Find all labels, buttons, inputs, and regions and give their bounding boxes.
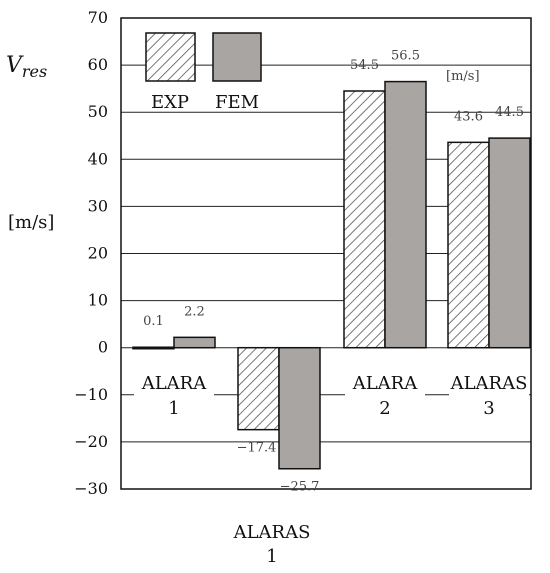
legend-label-exp: EXP <box>151 92 189 113</box>
data-label: 54.5 <box>350 58 379 73</box>
data-label: 44.5 <box>495 105 524 120</box>
data-label: 43.6 <box>454 109 483 124</box>
y-axis-unit: [m/s] <box>8 212 54 233</box>
bar-fem-3 <box>384 80 427 349</box>
bar-exp-4 <box>447 141 490 349</box>
category-label-line1: ALARAS <box>450 373 528 394</box>
y-tick-label: −20 <box>74 432 108 451</box>
data-label: −25.7 <box>280 480 320 495</box>
plot-border <box>120 17 532 490</box>
y-tick-label: 0 <box>98 338 108 357</box>
data-labels: 0.1 −17.4 54.5 43.6 2.2 −25.7 56.5 44.5 <box>143 49 524 495</box>
category-label-bg <box>345 370 425 420</box>
y-tick-label: 30 <box>88 196 108 215</box>
data-label: 2.2 <box>184 304 205 319</box>
bar-fem-1 <box>173 336 216 349</box>
y-tick-label: −30 <box>74 479 108 498</box>
bar-fem-2 <box>278 346 321 470</box>
data-label: 56.5 <box>391 49 420 64</box>
category-label-line2: 1 <box>266 546 277 567</box>
category-label-bg <box>449 370 529 420</box>
data-label: −17.4 <box>237 441 277 456</box>
bars <box>132 80 531 470</box>
legend-label-fem: FEM <box>215 92 259 113</box>
legend-swatch-exp <box>145 32 196 82</box>
bar-fem-4 <box>488 137 531 349</box>
unit-annotation: [m/s] <box>446 69 480 84</box>
y-tick-label: 20 <box>88 244 108 263</box>
y-tick-label: 10 <box>88 291 108 310</box>
legend: EXP FEM <box>145 32 262 113</box>
y-tick-label: 60 <box>88 55 108 74</box>
bar-exp-1 <box>132 346 175 350</box>
legend-swatch-fem <box>212 32 262 82</box>
category-label-line2: 2 <box>379 398 390 419</box>
plot-frame <box>120 17 532 490</box>
category-label-line1: ALARAS <box>233 522 311 543</box>
category-label-line1: ALARA <box>352 373 419 394</box>
y-tick-labels: −30 −20 −10 0 10 20 30 40 50 60 70 <box>74 8 108 498</box>
data-label: 0.1 <box>143 314 164 329</box>
category-label-bg <box>134 370 214 420</box>
bar-exp-2 <box>237 346 280 431</box>
category-label-line1: ALARA <box>141 373 208 394</box>
bar-exp-3 <box>343 90 386 349</box>
category-label-line2: 3 <box>483 398 494 419</box>
y-tick-label: −10 <box>74 385 108 404</box>
y-tick-label: 50 <box>88 102 108 121</box>
y-tick-label: 40 <box>88 149 108 168</box>
y-axis-label: Vres <box>6 53 47 81</box>
category-label-line2: 1 <box>168 398 179 419</box>
category-labels: ALARA 1 ALARAS 1 ALARA 2 ALARAS 3 <box>134 370 529 567</box>
y-tick-label: 70 <box>88 8 108 27</box>
